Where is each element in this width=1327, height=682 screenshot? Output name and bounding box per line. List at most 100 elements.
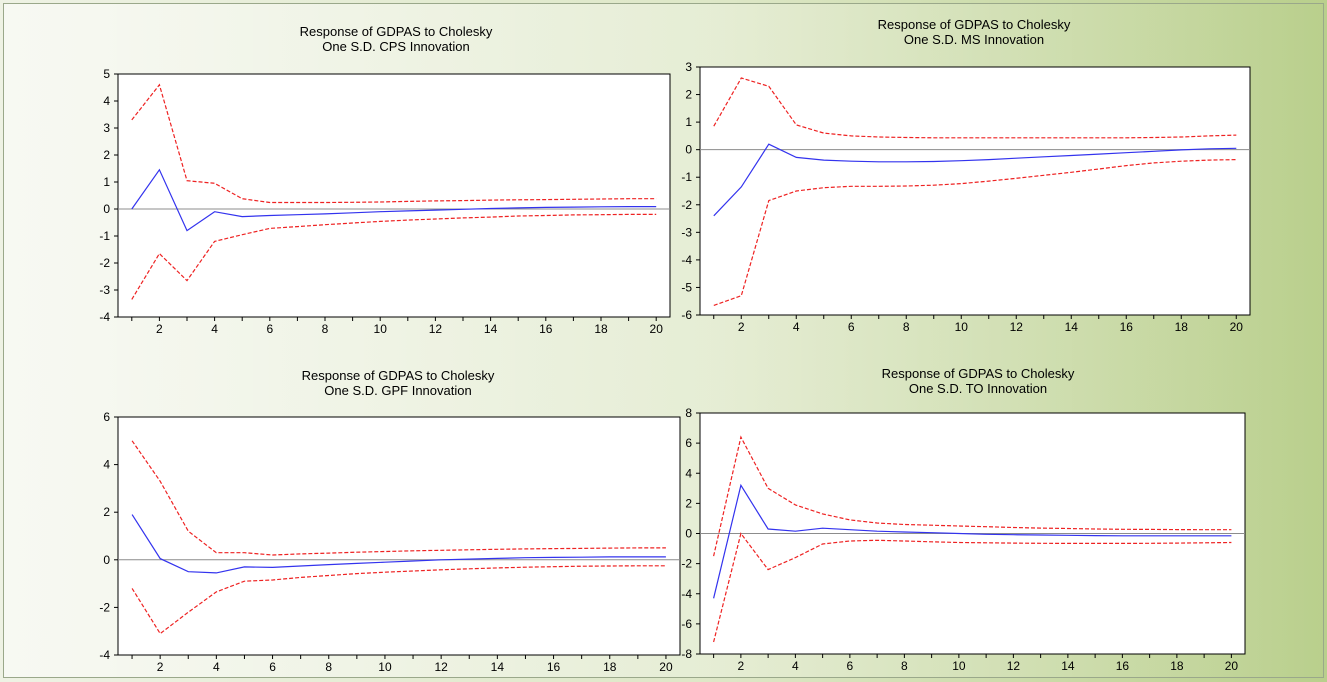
y-tick-label: -4	[681, 587, 692, 601]
y-tick-label: -6	[681, 308, 692, 322]
x-tick-label: 6	[848, 320, 855, 334]
x-tick-label: 8	[325, 660, 332, 674]
x-tick-label: 16	[539, 322, 553, 336]
chart-subtitle: One S.D. TO Innovation	[909, 381, 1047, 396]
y-tick-label: 1	[103, 175, 110, 189]
response-line	[131, 168, 657, 232]
x-tick-label: 18	[603, 660, 617, 674]
y-tick-label: 8	[685, 406, 692, 420]
x-tick-label: 8	[903, 320, 910, 334]
y-tick-label: 5	[103, 67, 110, 81]
chart-title: Response of GDPAS to Cholesky	[300, 24, 493, 39]
y-tick-label: -8	[681, 647, 692, 661]
chart-title: Response of GDPAS to Cholesky	[878, 17, 1071, 32]
plot-area	[117, 73, 671, 318]
y-tick-label: -6	[681, 617, 692, 631]
x-tick-label: 12	[429, 322, 443, 336]
y-tick-label: -1	[681, 170, 692, 184]
y-tick-label: 4	[103, 458, 110, 472]
x-tick-label: 6	[269, 660, 276, 674]
x-tick-label: 10	[374, 322, 388, 336]
lower-band-line	[713, 532, 1232, 643]
x-tick-label: 18	[594, 322, 608, 336]
y-tick-label: 2	[685, 88, 692, 102]
y-tick-label: 4	[103, 94, 110, 108]
x-tick-label: 20	[1230, 320, 1244, 334]
x-tick-label: 4	[792, 659, 799, 673]
y-tick-label: -4	[99, 310, 110, 324]
x-tick-label: 14	[491, 660, 505, 674]
plot-area	[117, 416, 681, 656]
x-tick-label: 14	[1065, 320, 1079, 334]
x-tick-label: 8	[901, 659, 908, 673]
x-tick-label: 14	[1061, 659, 1075, 673]
y-tick-label: 3	[103, 121, 110, 135]
x-tick-label: 2	[157, 660, 164, 674]
x-tick-label: 2	[738, 320, 745, 334]
y-tick-label: -2	[681, 198, 692, 212]
x-tick-label: 16	[547, 660, 561, 674]
chart-subtitle: One S.D. MS Innovation	[904, 32, 1044, 47]
y-tick-label: -3	[681, 225, 692, 239]
y-tick-label: 2	[103, 148, 110, 162]
lower-band-line	[131, 213, 657, 300]
y-tick-label: 6	[685, 436, 692, 450]
x-tick-label: 14	[484, 322, 498, 336]
y-tick-label: 2	[685, 496, 692, 510]
x-tick-label: 6	[266, 322, 273, 336]
y-tick-label: 0	[103, 202, 110, 216]
x-tick-label: 2	[738, 659, 745, 673]
y-tick-label: 3	[685, 60, 692, 74]
upper-band-line	[131, 83, 657, 204]
x-tick-label: 12	[434, 660, 448, 674]
y-tick-label: 2	[103, 505, 110, 519]
y-tick-label: -2	[99, 256, 110, 270]
y-tick-label: 1	[685, 115, 692, 129]
x-tick-label: 10	[955, 320, 969, 334]
x-tick-label: 6	[847, 659, 854, 673]
y-tick-label: -2	[99, 600, 110, 614]
y-tick-label: 0	[103, 553, 110, 567]
plot-area	[699, 66, 1251, 316]
upper-band-line	[131, 440, 666, 556]
x-tick-label: 18	[1175, 320, 1189, 334]
x-tick-label: 20	[659, 660, 673, 674]
x-tick-label: 4	[793, 320, 800, 334]
y-tick-label: 4	[685, 466, 692, 480]
x-tick-label: 20	[1225, 659, 1239, 673]
chart-title: Response of GDPAS to Cholesky	[882, 366, 1075, 381]
y-tick-label: 0	[685, 527, 692, 541]
y-tick-label: -4	[99, 648, 110, 662]
y-tick-label: -1	[99, 229, 110, 243]
x-tick-label: 18	[1170, 659, 1184, 673]
y-tick-label: -3	[99, 283, 110, 297]
y-tick-label: -2	[681, 557, 692, 571]
x-tick-label: 12	[1010, 320, 1024, 334]
x-tick-label: 10	[378, 660, 392, 674]
chart-subtitle: One S.D. GPF Innovation	[324, 383, 471, 398]
x-tick-label: 16	[1116, 659, 1130, 673]
x-tick-label: 10	[952, 659, 966, 673]
upper-band-line	[713, 435, 1232, 557]
y-tick-label: -5	[681, 280, 692, 294]
chart-title: Response of GDPAS to Cholesky	[302, 368, 495, 383]
y-tick-label: 6	[103, 410, 110, 424]
x-tick-label: 8	[322, 322, 329, 336]
response-line	[131, 514, 666, 574]
response-line	[713, 483, 1232, 599]
lower-band-line	[131, 565, 666, 635]
response-line	[713, 143, 1237, 217]
x-tick-label: 16	[1120, 320, 1134, 334]
y-tick-label: 0	[685, 143, 692, 157]
x-tick-label: 4	[213, 660, 220, 674]
chart-subtitle: One S.D. CPS Innovation	[322, 39, 469, 54]
y-tick-label: -4	[681, 253, 692, 267]
lower-band-line	[713, 159, 1237, 306]
x-tick-label: 20	[650, 322, 664, 336]
x-tick-label: 4	[211, 322, 218, 336]
